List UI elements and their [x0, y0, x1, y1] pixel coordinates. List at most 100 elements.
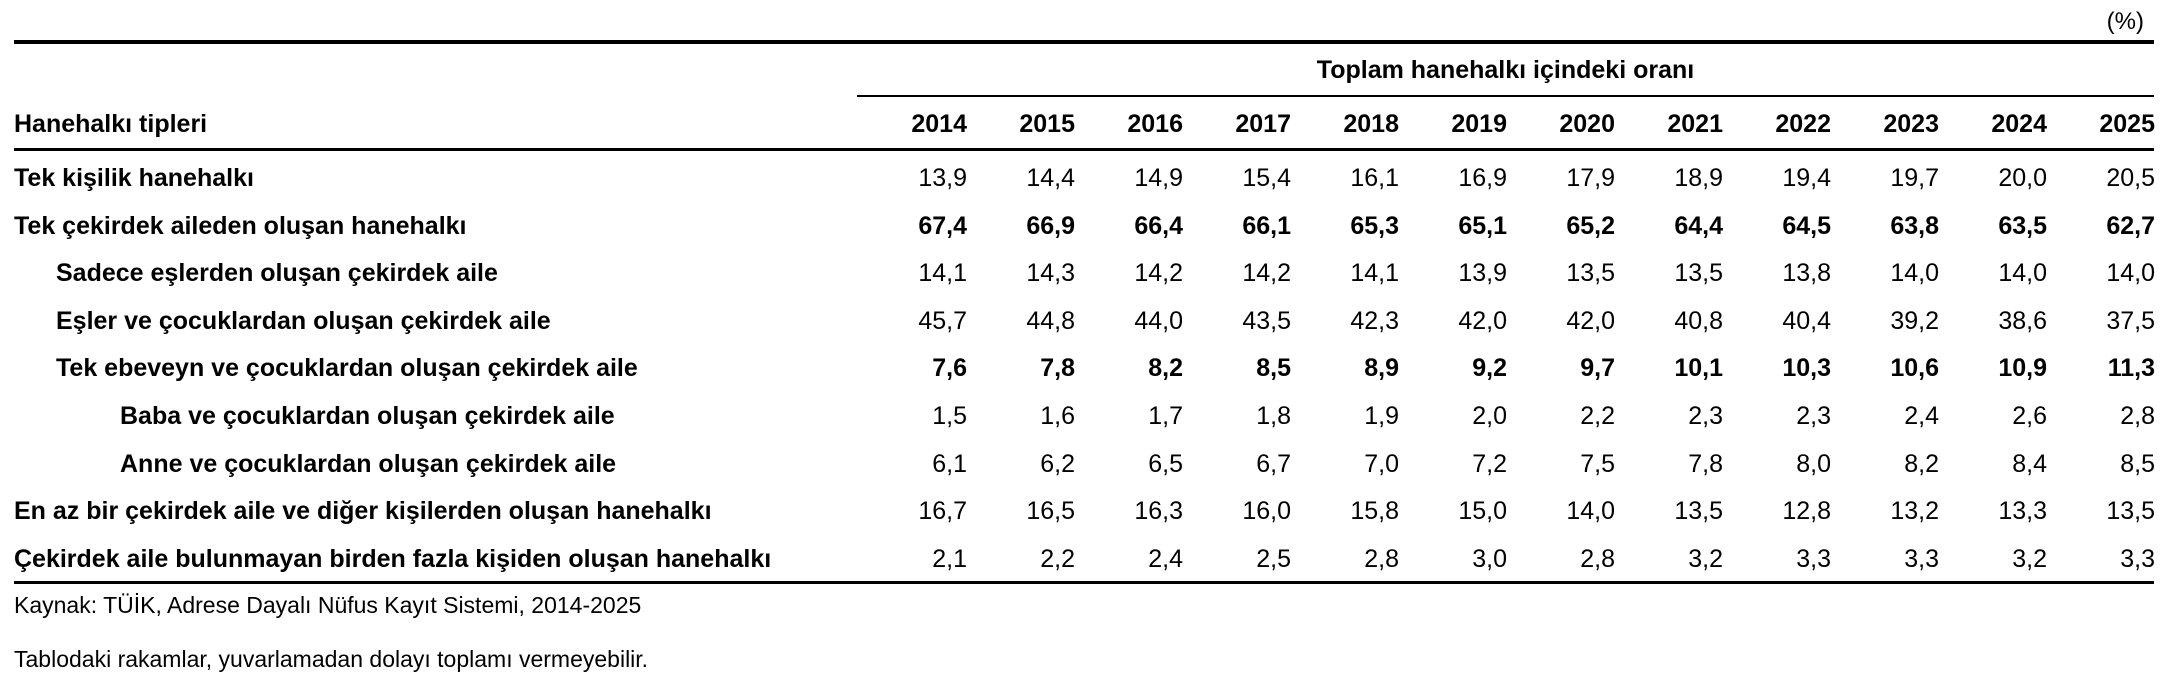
row-label: Baba ve çocuklardan oluşan çekirdek aile	[120, 402, 615, 430]
table-cell: 14,0	[1566, 497, 1615, 526]
table-cell: 37,5	[2106, 306, 2155, 335]
table-cell: 13,5	[1674, 259, 1723, 288]
table-cell: 16,3	[1134, 497, 1183, 526]
table-cell: 6,1	[932, 449, 967, 478]
table-cell: 8,4	[2012, 449, 2047, 478]
table-row: Tek ebeveyn ve çocuklardan oluşan çekird…	[0, 344, 2164, 392]
span-title: Toplam hanehalkı içindeki oranı	[1316, 56, 1695, 84]
table-cell: 14,1	[918, 259, 967, 288]
table-cell: 2,8	[1364, 544, 1399, 573]
table-cell: 13,5	[1674, 497, 1723, 526]
year-header: 2022	[1775, 110, 1831, 138]
table-cell: 3,3	[1904, 544, 1939, 573]
year-header: 2023	[1883, 110, 1939, 138]
table-cell: 45,7	[918, 306, 967, 335]
table-cell: 10,3	[1782, 354, 1831, 383]
header-rule	[14, 148, 2154, 151]
row-label: Tek ebeveyn ve çocuklardan oluşan çekird…	[56, 354, 638, 383]
table-cell: 14,9	[1134, 164, 1183, 192]
table-row: Eşler ve çocuklardan oluşan çekirdek ail…	[0, 297, 2164, 345]
table-cell: 64,5	[1782, 211, 1831, 240]
table-cell: 40,4	[1782, 306, 1831, 335]
table-cell: 6,7	[1256, 449, 1291, 478]
table-cell: 9,2	[1472, 354, 1507, 383]
table-cell: 8,5	[2120, 449, 2155, 478]
top-rule	[14, 40, 2154, 44]
table-cell: 16,9	[1458, 164, 1507, 192]
table-cell: 64,4	[1674, 211, 1723, 240]
row-label: Eşler ve çocuklardan oluşan çekirdek ail…	[56, 306, 551, 335]
table-cell: 9,7	[1580, 354, 1615, 383]
table-cell: 20,5	[2106, 164, 2155, 192]
table-cell: 2,4	[1904, 402, 1939, 430]
table-cell: 15,8	[1350, 497, 1399, 526]
table-cell: 18,9	[1674, 164, 1723, 192]
table-cell: 17,9	[1566, 164, 1615, 192]
table-cell: 43,5	[1242, 306, 1291, 335]
table-row: Tek çekirdek aileden oluşan hanehalkı 67,…	[0, 202, 2164, 250]
table-cell: 65,1	[1458, 211, 1507, 240]
unit-label: (%)	[2106, 8, 2144, 35]
table-cell: 7,6	[932, 354, 967, 383]
row-header-label: Hanehalkı tipleri	[14, 110, 208, 138]
table-cell: 13,2	[1890, 497, 1939, 526]
table-cell: 8,2	[1148, 354, 1183, 383]
year-header: 2018	[1343, 110, 1399, 138]
table-cell: 7,8	[1040, 354, 1075, 383]
table-cell: 2,8	[1580, 544, 1615, 573]
table-cell: 15,4	[1242, 164, 1291, 192]
table-cell: 10,9	[1998, 354, 2047, 383]
table-cell: 19,4	[1782, 164, 1831, 192]
table-cell: 1,8	[1256, 402, 1291, 430]
rounding-note: Tablodaki rakamlar, yuvarlamadan dolayı …	[14, 646, 649, 672]
table-cell: 10,6	[1890, 354, 1939, 383]
table-cell: 62,7	[2106, 211, 2155, 240]
table-cell: 15,0	[1458, 497, 1507, 526]
table-cell: 66,1	[1242, 211, 1291, 240]
year-header: 2015	[1019, 110, 1075, 138]
table-cell: 14,0	[2106, 259, 2155, 288]
table-cell: 7,5	[1580, 449, 1615, 478]
table-cell: 11,3	[2107, 354, 2155, 383]
row-label: Tek kişilik hanehalkı	[14, 164, 254, 192]
table-cell: 1,7	[1148, 402, 1183, 430]
table-cell: 16,5	[1026, 497, 1075, 526]
table-cell: 14,1	[1350, 259, 1399, 288]
table-cell: 66,9	[1026, 211, 1075, 240]
table-cell: 42,0	[1458, 306, 1507, 335]
table-cell: 44,0	[1134, 306, 1183, 335]
table-cell: 13,8	[1782, 259, 1831, 288]
table-cell: 19,7	[1890, 164, 1939, 192]
table-row: En az bir çekirdek aile ve diğer kişiler…	[0, 487, 2164, 535]
table-cell: 16,0	[1242, 497, 1291, 526]
table-cell: 14,3	[1026, 259, 1075, 288]
row-label: En az bir çekirdek aile ve diğer kişiler…	[14, 497, 712, 526]
table-cell: 13,9	[918, 164, 967, 192]
year-header: 2021	[1667, 110, 1723, 138]
table-cell: 7,8	[1688, 449, 1723, 478]
table-cell: 40,8	[1674, 306, 1723, 335]
row-label: Anne ve çocuklardan oluşan çekirdek aile	[120, 449, 617, 478]
table-cell: 2,1	[932, 544, 967, 573]
table-cell: 14,4	[1026, 164, 1075, 192]
table-cell: 42,3	[1350, 306, 1399, 335]
year-header: 2024	[1991, 110, 2047, 138]
table-cell: 13,5	[1566, 259, 1615, 288]
table-cell: 44,8	[1026, 306, 1075, 335]
table-row: Anne ve çocuklardan oluşan çekirdek aile…	[0, 440, 2164, 488]
table-cell: 65,2	[1566, 211, 1615, 240]
span-rule	[857, 95, 2154, 97]
table-cell: 42,0	[1566, 306, 1615, 335]
table-cell: 3,3	[2120, 544, 2155, 573]
table-cell: 2,3	[1796, 402, 1831, 430]
table-cell: 3,0	[1472, 544, 1507, 573]
table-cell: 12,8	[1782, 497, 1831, 526]
table-cell: 1,6	[1040, 402, 1075, 430]
table-cell: 8,9	[1364, 354, 1399, 383]
table-cell: 6,5	[1148, 449, 1183, 478]
table-cell: 7,2	[1472, 449, 1507, 478]
table-cell: 1,5	[932, 402, 967, 430]
table-row: Tek kişilik hanehalkı 13,9 14,4 14,9 15,4 16,…	[0, 154, 2164, 202]
row-label: Çekirdek aile bulunmayan birden fazla ki…	[14, 544, 772, 573]
table-cell: 13,5	[2106, 497, 2155, 526]
